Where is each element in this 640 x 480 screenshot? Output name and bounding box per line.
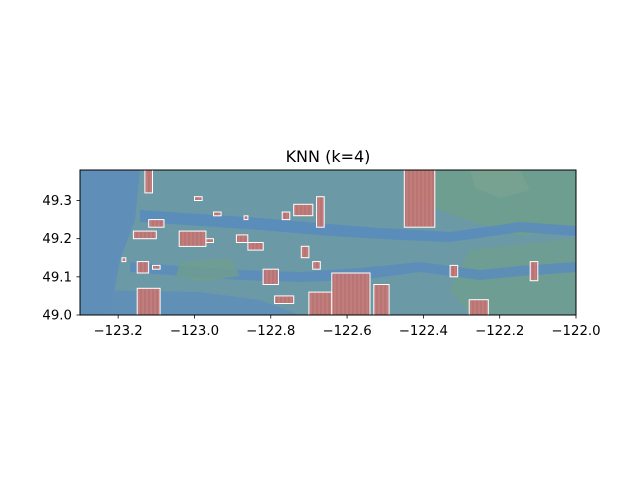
prediction-region-14 bbox=[281, 211, 291, 221]
basemap-green-patch-2 bbox=[470, 170, 530, 198]
prediction-region-25 bbox=[468, 299, 489, 315]
prediction-region-9 bbox=[213, 211, 222, 217]
prediction-region-11 bbox=[235, 234, 249, 243]
prediction-region-22 bbox=[274, 295, 295, 304]
prediction-region-6 bbox=[152, 264, 161, 270]
y-tick-label: 49.3 bbox=[42, 194, 72, 209]
plot-frame bbox=[79, 169, 577, 316]
prediction-region-28 bbox=[205, 238, 214, 243]
prediction-regions bbox=[121, 170, 539, 315]
prediction-region-17 bbox=[300, 245, 310, 259]
chart-title: KNN (k=4) bbox=[286, 147, 371, 166]
x-axis: −123.2 −123.0 −122.8 −122.6 −122.4 −122.2 −122… bbox=[94, 315, 601, 339]
prediction-region-27 bbox=[121, 257, 127, 263]
y-tick-label: 49.1 bbox=[42, 270, 72, 285]
prediction-region-20 bbox=[331, 272, 371, 315]
basemap-green-north bbox=[410, 170, 576, 236]
prediction-region-3 bbox=[148, 219, 165, 228]
x-tick-label: −122.0 bbox=[551, 324, 600, 339]
x-tick-label: −123.2 bbox=[94, 324, 143, 339]
prediction-region-26 bbox=[529, 261, 539, 282]
prediction-region-19 bbox=[308, 291, 333, 315]
basemap-water-inlet bbox=[140, 210, 576, 242]
basemap-water-bay bbox=[80, 290, 300, 315]
y-axis: 49.0 49.1 49.2 49.3 bbox=[42, 194, 80, 324]
y-tick-label: 49.2 bbox=[42, 232, 72, 247]
prediction-region-23 bbox=[403, 170, 436, 228]
prediction-region-24 bbox=[449, 264, 459, 278]
prediction-region-4 bbox=[132, 230, 157, 240]
prediction-region-21 bbox=[373, 284, 390, 315]
x-tick-label: −123.0 bbox=[170, 324, 219, 339]
prediction-region-13 bbox=[262, 268, 279, 286]
basemap-water-river bbox=[130, 262, 576, 282]
prediction-region-2 bbox=[136, 287, 161, 315]
prediction-region-15 bbox=[293, 203, 314, 217]
x-tick-label: −122.6 bbox=[322, 324, 371, 339]
x-tick-label: −122.2 bbox=[475, 324, 524, 339]
prediction-region-12 bbox=[247, 242, 264, 251]
prediction-region-8 bbox=[194, 196, 203, 201]
x-tick-label: −122.8 bbox=[246, 324, 295, 339]
basemap-green-patch-1 bbox=[176, 258, 240, 282]
plot-area bbox=[80, 170, 576, 315]
x-tick-label: −122.4 bbox=[399, 324, 448, 339]
prediction-region-5 bbox=[136, 261, 150, 274]
prediction-region-1 bbox=[144, 170, 153, 194]
y-tick-label: 49.0 bbox=[42, 309, 72, 324]
prediction-region-18 bbox=[312, 261, 321, 270]
prediction-region-16 bbox=[316, 196, 325, 228]
basemap-layer bbox=[80, 170, 576, 315]
prediction-region-7 bbox=[178, 230, 207, 247]
prediction-region-10 bbox=[243, 215, 249, 221]
basemap-water-strait bbox=[80, 170, 140, 315]
